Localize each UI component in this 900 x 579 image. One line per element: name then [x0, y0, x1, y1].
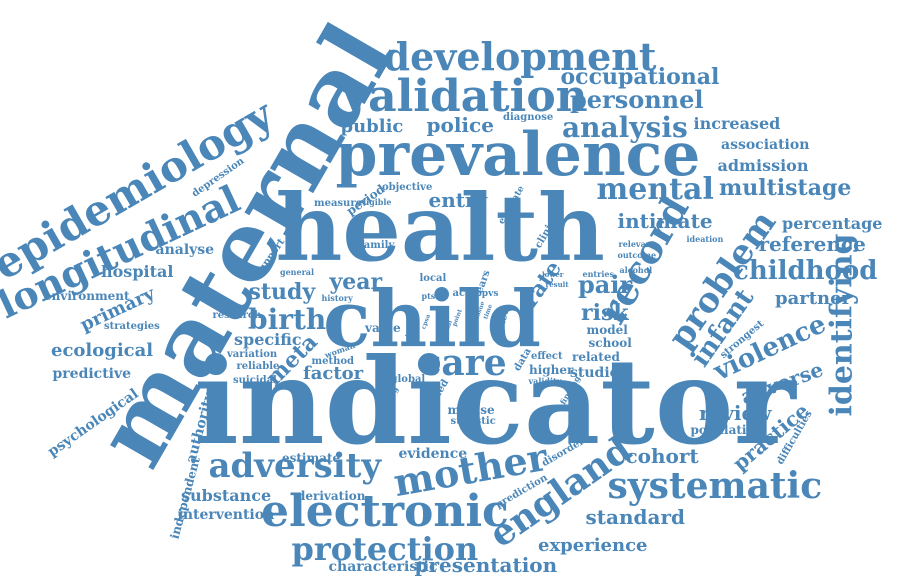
- word-development: development: [383, 34, 657, 79]
- word-birth: birth: [248, 303, 327, 336]
- word-eligible: eligible: [358, 197, 392, 207]
- word-occupational: occupational: [560, 64, 720, 90]
- word-study: study: [248, 279, 316, 305]
- word-analyse: analyse: [155, 242, 215, 258]
- word-method: method: [311, 356, 355, 367]
- word-school: school: [588, 336, 632, 350]
- word-experience: experience: [538, 535, 648, 556]
- word-ppvs: ppvs: [475, 288, 499, 299]
- word-intervention: intervention: [177, 507, 275, 523]
- word-ideation: ideation: [686, 234, 724, 244]
- word-child: child: [323, 274, 542, 365]
- word-suicidal: suicidal: [233, 375, 277, 386]
- word-ptsd: ptsd: [421, 291, 441, 301]
- word-estimate: estimate: [282, 451, 341, 465]
- word-result: result: [545, 279, 569, 289]
- word-general: general: [280, 267, 315, 277]
- word-related: related: [572, 350, 620, 364]
- word-research: research: [212, 310, 262, 321]
- word-substance: substance: [181, 486, 272, 505]
- word-environment: environment: [44, 289, 130, 303]
- word-reference: reference: [758, 232, 866, 256]
- word-police: police: [426, 113, 494, 137]
- word-ecological: ecological: [51, 340, 154, 361]
- word-model: model: [586, 323, 628, 337]
- word-analysis: analysis: [562, 111, 688, 144]
- word-specific: specific: [234, 330, 302, 349]
- word-risk: risk: [581, 300, 629, 326]
- word-outcome: outcome: [617, 250, 657, 260]
- word-entries: entries: [582, 269, 614, 279]
- word-entry: entry: [428, 188, 488, 212]
- word-presentation: presentation: [414, 553, 558, 577]
- word-family: family: [359, 240, 395, 251]
- word-childhood: childhood: [733, 256, 878, 286]
- word-measure: measure: [314, 198, 362, 209]
- word-mental: mental: [596, 172, 714, 207]
- word-variation: variation: [227, 349, 278, 360]
- word-history: history: [321, 293, 353, 303]
- word-relevant: relevant: [618, 239, 656, 249]
- word-characteristic: characteristic: [328, 559, 438, 575]
- word-factor: factor: [303, 363, 364, 384]
- word-hospital: hospital: [101, 262, 174, 281]
- word-ace: ace: [452, 288, 472, 299]
- word-higher: higher: [529, 363, 574, 377]
- word-validity: validity: [528, 376, 562, 386]
- word-diagnose: diagnose: [503, 112, 554, 123]
- word-validation: validation: [342, 71, 588, 122]
- word-health: health: [275, 174, 605, 282]
- word-lower: lower: [542, 269, 564, 279]
- word-cohort: cohort: [625, 444, 699, 468]
- word-standard: standard: [585, 505, 685, 529]
- word-public: public: [340, 116, 404, 137]
- word-derivation: derivation: [297, 489, 366, 503]
- word-personnel: personnel: [570, 85, 704, 114]
- word-objective: objective: [382, 182, 433, 193]
- word-prevalence: prevalence: [335, 120, 701, 190]
- word-effect: effect: [531, 351, 563, 362]
- word-association: association: [721, 137, 810, 153]
- word-evidence: evidence: [398, 446, 468, 462]
- word-population: population: [690, 423, 764, 437]
- word-pair: pair: [578, 270, 633, 299]
- word-indicator: indicator: [194, 332, 796, 471]
- word-percentage: percentage: [782, 214, 883, 233]
- word-studies: studies: [570, 365, 627, 381]
- word-predictive: predictive: [52, 366, 132, 382]
- word-adversity: adversity: [208, 446, 382, 486]
- word-increased: increased: [693, 114, 781, 133]
- word-statistic: statistic: [450, 416, 496, 427]
- word-electronic: electronic: [261, 486, 509, 537]
- word-value: value: [365, 321, 401, 335]
- word-partner: partner: [775, 288, 852, 309]
- word-multistage: multistage: [719, 175, 852, 201]
- word-care: care: [419, 342, 507, 384]
- word-alcohol: alcohol: [619, 265, 653, 275]
- word-year: year: [329, 269, 383, 295]
- word-systematic: systematic: [607, 465, 823, 507]
- word-admission: admission: [717, 156, 809, 175]
- word-reliable: reliable: [236, 361, 280, 372]
- word-global: global: [390, 374, 426, 385]
- word-local: local: [419, 273, 447, 284]
- word-misuse: misuse: [447, 403, 495, 417]
- word-strategies: strategies: [104, 321, 160, 332]
- word-protection: protection: [291, 530, 479, 568]
- word-review: review: [699, 401, 772, 425]
- word-intimate: intimate: [617, 209, 713, 233]
